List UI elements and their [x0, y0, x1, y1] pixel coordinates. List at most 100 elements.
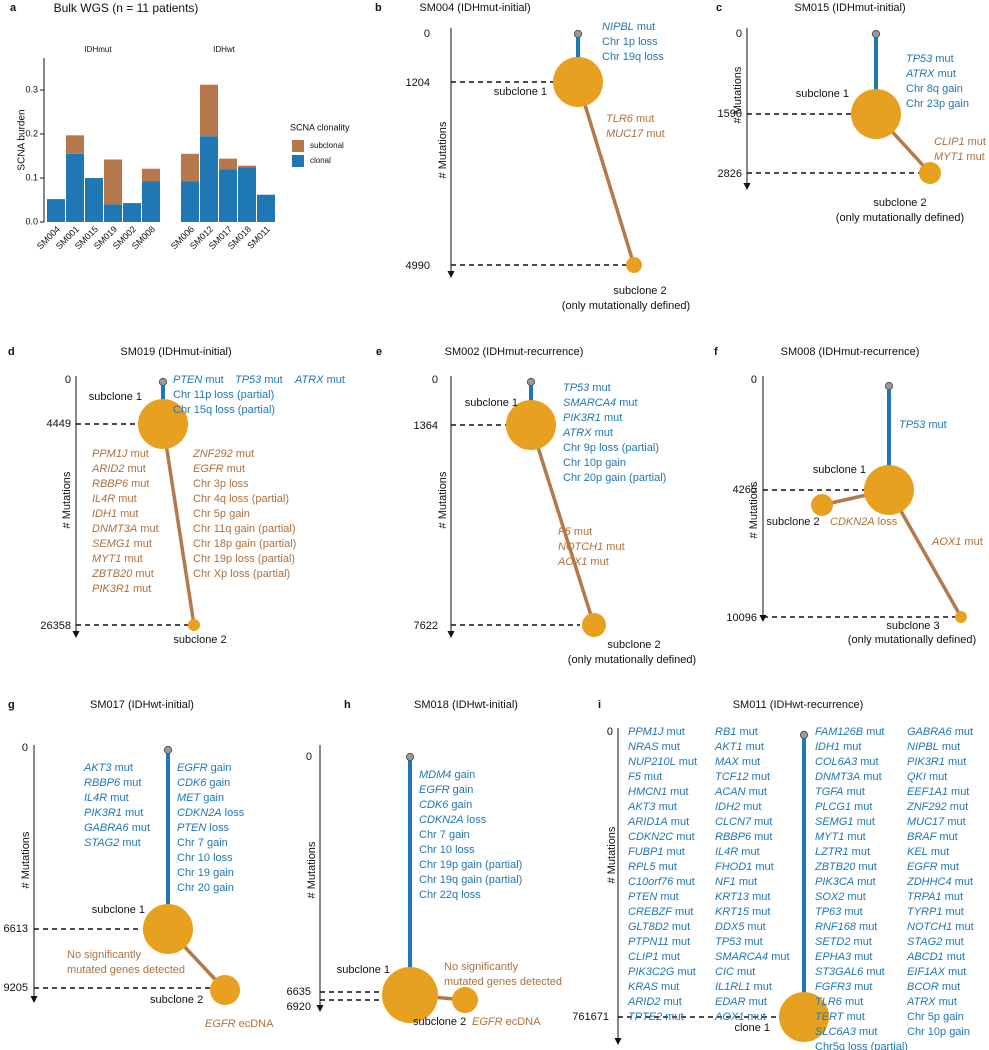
- clonal-event: PPM1J mut: [628, 726, 685, 738]
- clonal-event: IL4R mut: [84, 792, 129, 804]
- root-node: [163, 745, 173, 755]
- bar-clonal: [47, 199, 65, 222]
- clonal-event: CDK6 gain: [177, 777, 230, 789]
- y-tick-label: 6920: [287, 1001, 311, 1013]
- clonal-event: SMARCA4 mut: [715, 951, 790, 963]
- clonal-event: SETD2 mut: [815, 936, 872, 948]
- panel-title: SM008 (IDHmut-recurrence): [781, 346, 920, 358]
- clonal-event: GABRA6 mut: [907, 726, 973, 738]
- clonal-event: Chr 10p gain: [563, 457, 626, 469]
- subclonal-event: RBBP6 mut: [92, 478, 149, 490]
- legend-swatch-clonal: [292, 155, 304, 167]
- y-tick-label: 0: [424, 28, 430, 40]
- clonal-event: KRT13 mut: [715, 891, 770, 903]
- bar-clonal: [181, 181, 199, 222]
- y-tick-label: 6613: [4, 923, 28, 935]
- clonal-event: Chr 20p gain (partial): [563, 472, 666, 484]
- clonal-event: Chr 7 gain: [177, 837, 228, 849]
- clonal-event: Chr 10 loss: [419, 844, 475, 856]
- subclone-1-node: [864, 465, 914, 515]
- subclone-1-node: [382, 967, 438, 1023]
- panel-title: SM004 (IDHmut-initial): [419, 2, 530, 14]
- axis-arrow: [759, 615, 767, 622]
- subclonal-note: No significantly: [444, 961, 518, 973]
- subclone-3-node: [955, 611, 967, 623]
- y-tick-label: 0.1: [25, 172, 38, 182]
- legend-title: SCNA clonality: [290, 122, 350, 132]
- panel-letter: b: [375, 2, 382, 14]
- clonal-event: EDAR mut: [715, 996, 767, 1008]
- y-tick-label: 4265: [733, 484, 757, 496]
- bar-clonal: [219, 169, 237, 222]
- clonal-event: C10orf76 mut: [628, 876, 695, 888]
- subclone-label: subclone 2: [607, 639, 660, 651]
- clonal-event: KRT15 mut: [715, 906, 770, 918]
- subclonal-event: DNMT3A mut: [92, 523, 159, 535]
- subclone-2-node: [188, 619, 200, 631]
- subclonal-event: EGFR ecDNA: [472, 1016, 541, 1028]
- clonal-event: PIK3R1 mut: [84, 807, 143, 819]
- subclonal-note: mutated genes detected: [67, 964, 185, 976]
- clonal-event: ACAN mut: [714, 786, 767, 798]
- y-tick-label: 6635: [287, 986, 311, 998]
- bar-clonal: [85, 178, 103, 222]
- bar-clonal: [142, 181, 160, 222]
- bar-clonal: [123, 203, 141, 222]
- clonal-event: CIC mut: [715, 966, 755, 978]
- clonal-event: AKT1 mut: [714, 741, 764, 753]
- clonal-event: FUBP1 mut: [628, 846, 685, 858]
- clonal-event: ZBTB20 mut: [814, 861, 877, 873]
- subclonal-event: AOX1 mut: [931, 536, 983, 548]
- subclone-note: (only mutationally defined): [568, 654, 696, 666]
- clonal-event: NIPBL mut: [602, 21, 655, 33]
- y-axis-label: # Mutations: [437, 121, 449, 178]
- subclone-label: subclone 2: [873, 197, 926, 209]
- clonal-event: RB1 mut: [715, 726, 758, 738]
- subclonal-event: Chr 11q gain (partial): [193, 523, 296, 535]
- subclone-label: subclone 2: [173, 634, 226, 646]
- clonal-event: TP53 mut: [899, 419, 947, 431]
- y-tick-label: 4990: [406, 260, 430, 272]
- clonal-event: IDH1 mut: [815, 741, 861, 753]
- clonal-event: MET gain: [177, 792, 224, 804]
- clonal-event: Chr 1p loss: [602, 36, 658, 48]
- clonal-event: NIPBL mut: [907, 741, 960, 753]
- subclonal-event: F5 mut: [558, 526, 592, 538]
- clonal-event: TLR6 mut: [815, 996, 863, 1008]
- subclonal-note: No significantly: [67, 949, 141, 961]
- y-tick-label: 4449: [47, 418, 71, 430]
- y-tick-label: 1590: [718, 108, 742, 120]
- clonal-event: RBBP6 mut: [715, 831, 772, 843]
- axis-arrow: [447, 271, 455, 278]
- clonal-event: SOX2 mut: [815, 891, 866, 903]
- subclone-2-node: [626, 257, 642, 273]
- clonal-event: IDH2 mut: [715, 801, 761, 813]
- y-tick-label: 0: [736, 28, 742, 40]
- clonal-event: TRPA1 mut: [907, 891, 963, 903]
- y-tick-label: 0.0: [25, 216, 38, 226]
- clonal-event: EIF1AX mut: [907, 966, 966, 978]
- clonal-event: Chr 10 loss: [177, 852, 233, 864]
- panel-title: SM002 (IDHmut-recurrence): [445, 346, 584, 358]
- panel-letter: d: [8, 346, 15, 358]
- bar-subclonal: [200, 84, 218, 137]
- subclonal-event: CDKN2A loss: [830, 516, 898, 528]
- clonal-event: FHOD1 mut: [715, 861, 774, 873]
- axis-arrow: [447, 631, 455, 638]
- clonal-event: PTEN loss: [177, 822, 229, 834]
- clonal-event: TCF12 mut: [715, 771, 770, 783]
- subclonal-event: ARID2 mut: [91, 463, 146, 475]
- clonal-event: GLT8D2 mut: [628, 921, 690, 933]
- clonal-event: LZTR1 mut: [815, 846, 870, 858]
- subclone-label: subclone 2: [150, 994, 203, 1006]
- bar-clonal: [200, 136, 218, 222]
- clonal-event: NUP210L mut: [628, 756, 697, 768]
- clonal-label: subclone 1: [465, 397, 518, 409]
- clonal-event: Chr 5p gain: [907, 1011, 964, 1023]
- clonal-event: PTEN mut: [173, 374, 224, 386]
- chart-title: Bulk WGS (n = 11 patients): [54, 1, 199, 15]
- y-tick-label: 0: [751, 374, 757, 386]
- clonal-event: GABRA6 mut: [84, 822, 150, 834]
- subclone-2-node: [811, 494, 833, 516]
- subclone-2-node: [582, 613, 606, 637]
